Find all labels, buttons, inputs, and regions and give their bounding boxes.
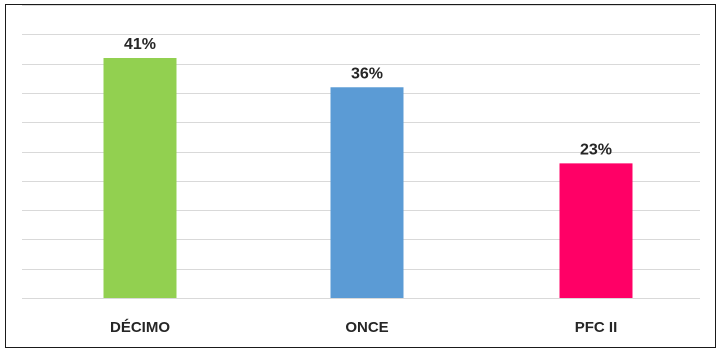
bar-2 — [330, 87, 404, 298]
category-labels: DÉCIMO ONCE PFC II — [110, 319, 617, 336]
data-labels: 41% 36% 23% — [124, 36, 612, 158]
bar-3 — [559, 163, 633, 298]
data-label-3: 23% — [580, 141, 612, 158]
data-label-1: 41% — [124, 36, 156, 53]
category-label-2: ONCE — [345, 319, 388, 336]
bars — [103, 58, 633, 298]
category-label-1: DÉCIMO — [110, 319, 170, 336]
data-label-2: 36% — [351, 65, 383, 82]
category-label-3: PFC II — [575, 319, 618, 336]
bar-1 — [103, 58, 177, 298]
